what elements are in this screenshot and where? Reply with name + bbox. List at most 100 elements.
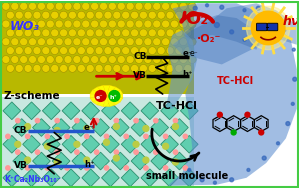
Circle shape: [205, 4, 208, 7]
Circle shape: [144, 20, 152, 28]
Circle shape: [144, 38, 152, 46]
Circle shape: [122, 47, 130, 55]
Circle shape: [46, 56, 54, 64]
Circle shape: [109, 91, 120, 101]
Circle shape: [114, 119, 118, 123]
Polygon shape: [180, 135, 198, 153]
Circle shape: [104, 139, 109, 145]
Polygon shape: [131, 119, 149, 136]
Text: CB: CB: [14, 126, 27, 136]
Circle shape: [100, 56, 108, 64]
Circle shape: [162, 56, 170, 64]
Polygon shape: [106, 96, 116, 107]
Circle shape: [231, 130, 236, 135]
Circle shape: [51, 11, 59, 19]
Circle shape: [166, 47, 174, 55]
Circle shape: [75, 150, 79, 154]
Circle shape: [15, 29, 23, 37]
Circle shape: [24, 47, 32, 55]
Polygon shape: [131, 152, 149, 170]
Circle shape: [124, 134, 128, 139]
Circle shape: [246, 6, 290, 50]
Polygon shape: [62, 169, 80, 187]
Circle shape: [175, 29, 183, 37]
Polygon shape: [42, 169, 60, 187]
Circle shape: [86, 29, 94, 37]
Circle shape: [35, 150, 40, 154]
Circle shape: [188, 2, 196, 10]
Circle shape: [148, 47, 156, 55]
Circle shape: [172, 124, 178, 129]
Circle shape: [73, 20, 81, 28]
Circle shape: [100, 38, 108, 46]
Polygon shape: [23, 135, 40, 153]
Circle shape: [179, 38, 187, 46]
Circle shape: [153, 56, 161, 64]
Circle shape: [64, 2, 72, 10]
Circle shape: [6, 11, 14, 19]
Polygon shape: [32, 152, 50, 170]
Circle shape: [82, 20, 90, 28]
Circle shape: [270, 19, 273, 22]
Circle shape: [262, 156, 266, 160]
Polygon shape: [90, 94, 106, 98]
Polygon shape: [13, 152, 31, 170]
Polygon shape: [82, 102, 100, 120]
Polygon shape: [32, 119, 50, 136]
Circle shape: [230, 178, 234, 182]
Circle shape: [25, 124, 31, 129]
Circle shape: [144, 2, 152, 10]
Circle shape: [277, 142, 279, 145]
Circle shape: [86, 64, 94, 72]
Circle shape: [6, 47, 14, 55]
FancyBboxPatch shape: [2, 97, 194, 186]
Circle shape: [153, 20, 161, 28]
Circle shape: [171, 38, 178, 46]
Circle shape: [157, 29, 165, 37]
Text: h⁺: h⁺: [182, 70, 193, 79]
Polygon shape: [166, 30, 197, 109]
Circle shape: [292, 48, 295, 51]
Polygon shape: [23, 102, 40, 120]
Circle shape: [60, 47, 68, 55]
Circle shape: [42, 11, 50, 19]
Circle shape: [2, 20, 10, 28]
Circle shape: [247, 168, 250, 171]
Polygon shape: [3, 135, 21, 153]
Polygon shape: [161, 169, 178, 187]
Circle shape: [55, 38, 63, 46]
Circle shape: [91, 56, 98, 64]
Circle shape: [24, 11, 32, 19]
Circle shape: [133, 141, 139, 147]
Circle shape: [95, 29, 103, 37]
Circle shape: [95, 64, 103, 72]
Polygon shape: [106, 96, 120, 105]
Circle shape: [148, 64, 156, 72]
Circle shape: [104, 47, 112, 55]
Circle shape: [77, 11, 85, 19]
FancyBboxPatch shape: [257, 23, 267, 31]
Circle shape: [20, 20, 28, 28]
Polygon shape: [82, 135, 100, 153]
Polygon shape: [102, 135, 119, 153]
Circle shape: [24, 64, 32, 72]
Circle shape: [85, 166, 89, 170]
Circle shape: [65, 134, 69, 139]
Circle shape: [124, 166, 128, 170]
Circle shape: [85, 134, 89, 139]
Circle shape: [20, 38, 28, 46]
Text: hν: hν: [283, 15, 300, 28]
Polygon shape: [92, 119, 109, 136]
Polygon shape: [151, 119, 168, 136]
Polygon shape: [3, 102, 21, 120]
Polygon shape: [90, 90, 106, 96]
Circle shape: [55, 150, 59, 154]
Circle shape: [291, 102, 294, 105]
Polygon shape: [82, 169, 100, 187]
Polygon shape: [90, 96, 106, 102]
Circle shape: [162, 20, 170, 28]
Text: e⁻: e⁻: [95, 95, 103, 100]
Text: VB: VB: [133, 71, 147, 80]
Polygon shape: [172, 3, 297, 64]
Circle shape: [95, 47, 103, 55]
